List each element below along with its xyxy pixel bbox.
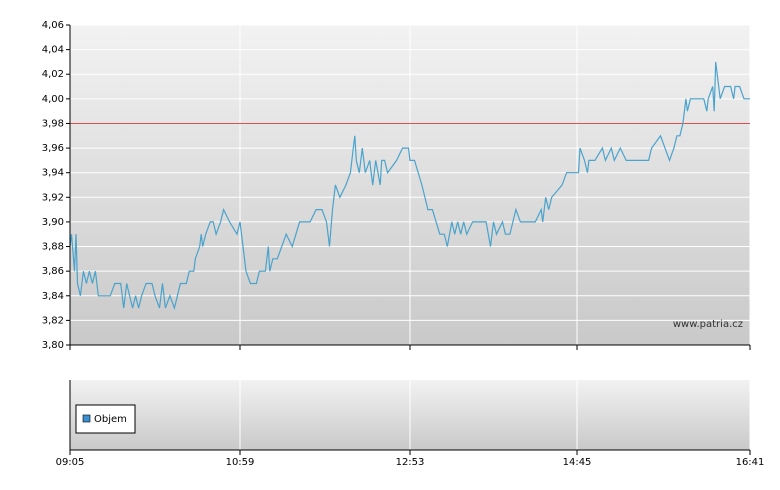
y-tick-label: 3,88 bbox=[42, 242, 64, 253]
y-tick-label: 4,02 bbox=[42, 69, 64, 80]
y-tick-label: 3,94 bbox=[42, 168, 64, 179]
y-tick-label: 3,84 bbox=[42, 291, 64, 302]
y-tick-label: 3,80 bbox=[42, 340, 64, 351]
x-tick-label: 14:45 bbox=[563, 457, 592, 468]
x-tick-label: 16:41 bbox=[736, 457, 765, 468]
price-line bbox=[69, 61, 750, 311]
x-tick-label: 12:53 bbox=[396, 457, 425, 468]
y-tick-label: 3,98 bbox=[42, 118, 64, 129]
legend-swatch bbox=[82, 414, 91, 423]
y-tick-label: 4,06 bbox=[42, 20, 64, 31]
y-tick-label: 3,90 bbox=[42, 217, 64, 228]
x-tick-label: 09:05 bbox=[56, 457, 85, 468]
y-tick-label: 3,82 bbox=[42, 315, 64, 326]
x-tick-label: 10:59 bbox=[226, 457, 255, 468]
y-tick-label: 3,96 bbox=[42, 143, 64, 154]
legend-label: Objem bbox=[94, 414, 127, 425]
y-tick-label: 4,04 bbox=[42, 45, 64, 56]
y-tick-label: 3,86 bbox=[42, 266, 64, 277]
y-tick-label: 4,00 bbox=[42, 94, 64, 105]
y-tick-label: 3,92 bbox=[42, 192, 64, 203]
watermark: www.patria.cz bbox=[673, 319, 743, 330]
